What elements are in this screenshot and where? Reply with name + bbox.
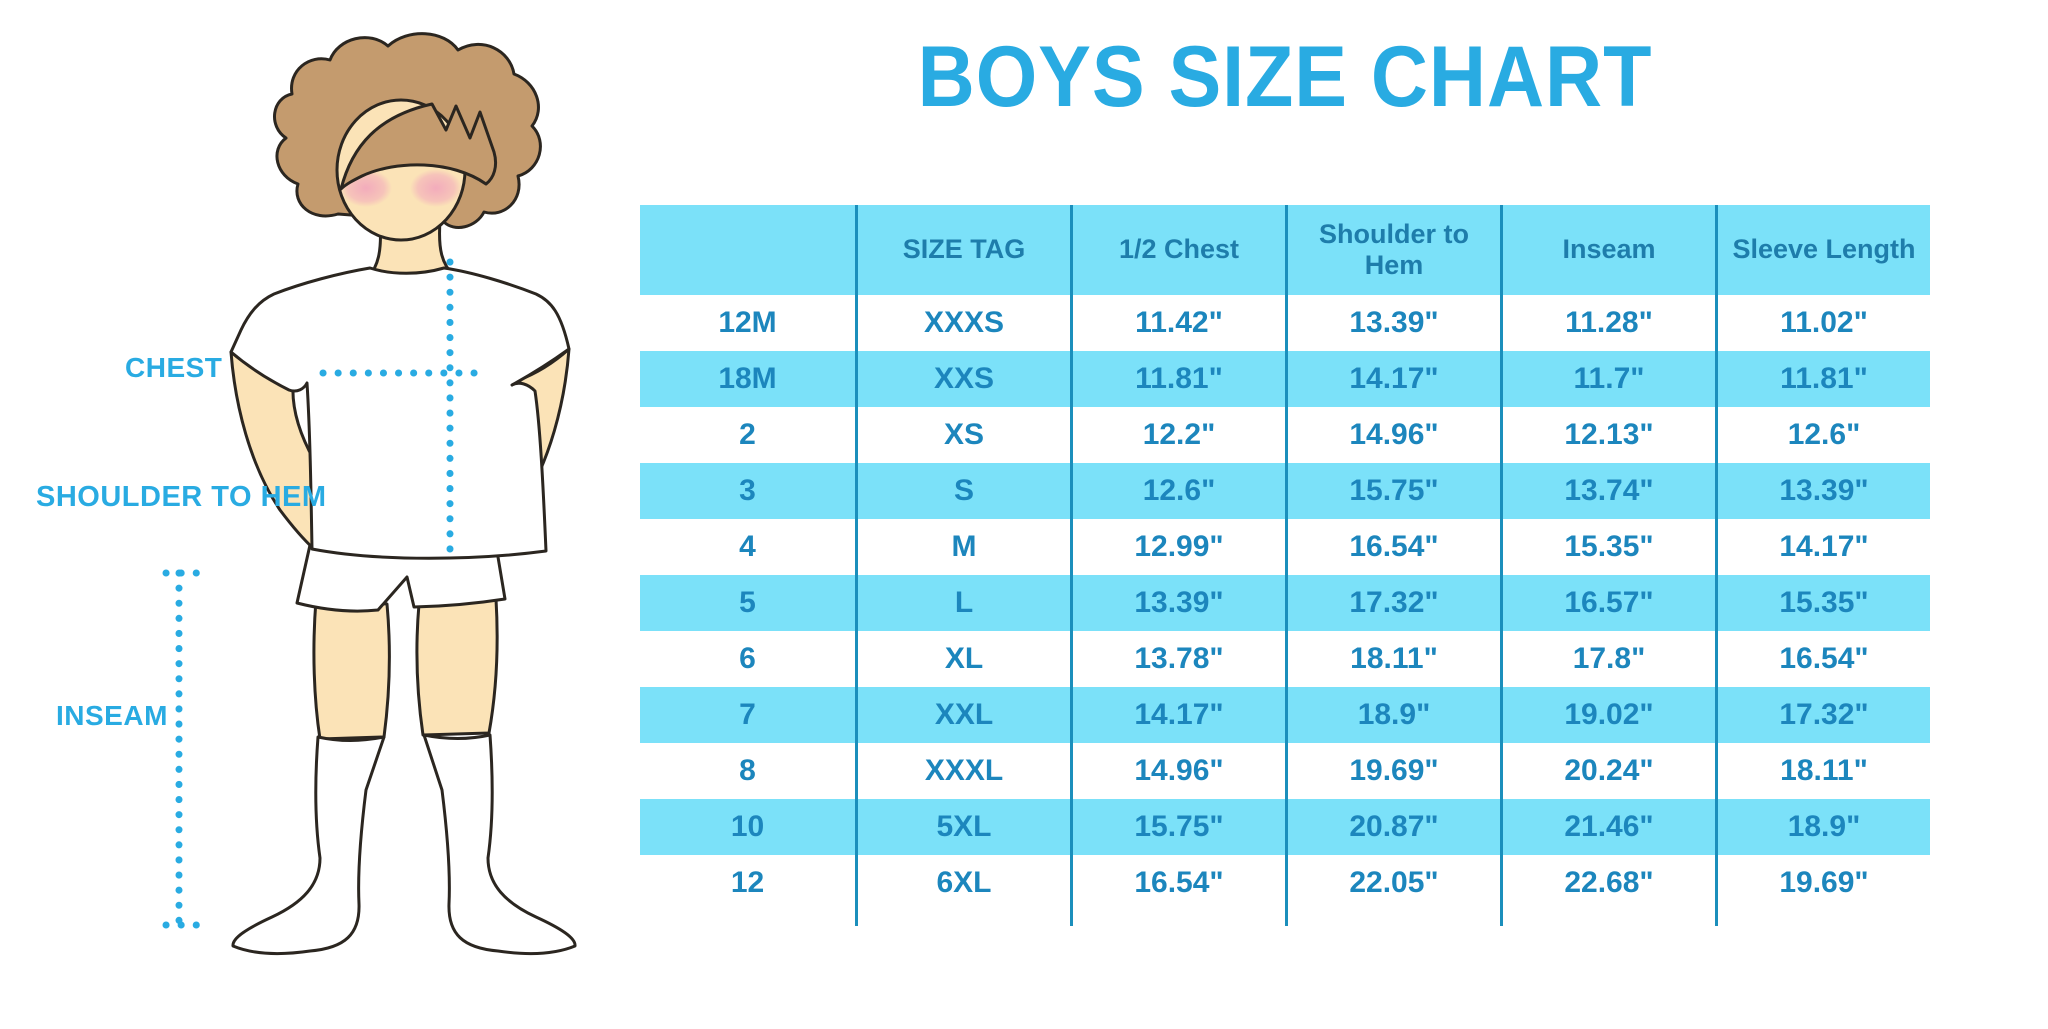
table-cell: 19.69" (1285, 743, 1500, 799)
table-cell: 14.96" (1285, 407, 1500, 463)
table-cell: 13.39" (1715, 463, 1930, 519)
table-cell: 14.17" (1070, 687, 1285, 743)
table-cell: 19.69" (1715, 855, 1930, 911)
table-cell: 13.39" (1070, 575, 1285, 631)
table-cell: 16.54" (1715, 631, 1930, 687)
table-cell: 13.78" (1070, 631, 1285, 687)
table-cell: XXL (855, 687, 1070, 743)
table-cell: 11.81" (1070, 351, 1285, 407)
table-cell: 12.99" (1070, 519, 1285, 575)
table-cell: XL (855, 631, 1070, 687)
row-size-label: 5 (640, 575, 855, 631)
column-header: Shoulder to Hem (1285, 205, 1500, 295)
boy-illustration-svg (162, 32, 577, 956)
row-size-label: 12M (718, 306, 777, 339)
table-cell: 19.02" (1500, 687, 1715, 743)
table-cell: 13.74" (1500, 463, 1715, 519)
table-cell: 14.17" (1285, 351, 1500, 407)
table-cell: 13.39" (1285, 295, 1500, 351)
divider-extension (1500, 911, 1715, 926)
divider-extension (640, 911, 855, 926)
divider-extension (1070, 911, 1285, 926)
table-cell: 16.54" (1285, 519, 1500, 575)
table-cell: 12.6" (1715, 407, 1930, 463)
table-cell: 15.35" (1500, 519, 1715, 575)
table-cell: 18.9" (1285, 687, 1500, 743)
row-size-label: 2 (739, 418, 756, 451)
blush-right (410, 169, 462, 207)
table-cell: XXXS (855, 295, 1070, 351)
hair-fringe (339, 102, 498, 191)
column-header: Sleeve Length (1715, 205, 1930, 295)
table-cell: 20.87" (1285, 799, 1500, 855)
table-cell: 16.54" (1070, 855, 1285, 911)
row-size-label: 8 (739, 754, 756, 787)
row-size-label: 10 (640, 799, 855, 855)
table-cell: 11.02" (1715, 295, 1930, 351)
row-size-label: 12 (730, 866, 765, 899)
table-cell: 22.68" (1500, 855, 1715, 911)
table-cell: 17.32" (1715, 687, 1930, 743)
table-cell: 16.57" (1500, 575, 1715, 631)
boy-illustration (0, 0, 640, 1024)
column-header (640, 205, 855, 295)
table-cell: 5XL (855, 799, 1070, 855)
row-size-label: 7 (640, 687, 855, 743)
table-cell: 15.35" (1715, 575, 1930, 631)
table-cell: 15.75" (1285, 463, 1500, 519)
table-cell: 18.9" (1715, 799, 1930, 855)
table-cell: 18.11" (1285, 631, 1500, 687)
table-cell: 18.11" (1715, 743, 1930, 799)
table-cell: 11.28" (1500, 295, 1715, 351)
table-cell: XXXL (855, 743, 1070, 799)
table-cell: 12.13" (1500, 407, 1715, 463)
table-cell: 11.42" (1070, 295, 1285, 351)
right-leg (415, 597, 499, 737)
row-size-label: 4 (739, 530, 756, 563)
divider-extension (1285, 911, 1500, 926)
table-cell: 6XL (855, 855, 1070, 911)
table-cell: XXS (855, 351, 1070, 407)
left-sock (231, 735, 386, 956)
table-cell: 14.96" (1070, 743, 1285, 799)
right-sock (422, 733, 577, 956)
table-cell: 14.17" (1715, 519, 1930, 575)
column-header: 1/2 Chest (1070, 205, 1285, 295)
table-cell: 12.2" (1070, 407, 1285, 463)
shirt (229, 266, 571, 560)
table-cell: 12.6" (1070, 463, 1285, 519)
shoulder-to-hem-label: SHOULDER TO HEM (36, 481, 327, 513)
page-title: BOYS SIZE CHART (917, 29, 1653, 125)
table-cell: S (855, 463, 1070, 519)
size-table: SIZE TAG 1/2 Chest Shoulder to Hem Inseam Sl… (640, 205, 1930, 926)
row-size-label: 3 (640, 463, 855, 519)
row-size-label: 6 (739, 642, 756, 675)
table-cell: 20.24" (1500, 743, 1715, 799)
chest-label: CHEST (125, 352, 223, 383)
table-cell: XS (855, 407, 1070, 463)
table-cell: L (855, 575, 1070, 631)
divider-extension (855, 911, 1070, 926)
table-cell: 17.8" (1500, 631, 1715, 687)
table-cell: 11.81" (1715, 351, 1930, 407)
table-cell: 11.7" (1500, 351, 1715, 407)
table-cell: 22.05" (1285, 855, 1500, 911)
row-size-label: 18M (640, 351, 855, 407)
inseam-label: INSEAM (56, 700, 168, 731)
column-header: SIZE TAG (855, 205, 1070, 295)
table-cell: 15.75" (1070, 799, 1285, 855)
table-cell: M (855, 519, 1070, 575)
left-leg (312, 598, 391, 741)
table-cell: 17.32" (1285, 575, 1500, 631)
table-cell: 21.46" (1500, 799, 1715, 855)
divider-extension (1715, 911, 1930, 926)
column-header: Inseam (1500, 205, 1715, 295)
